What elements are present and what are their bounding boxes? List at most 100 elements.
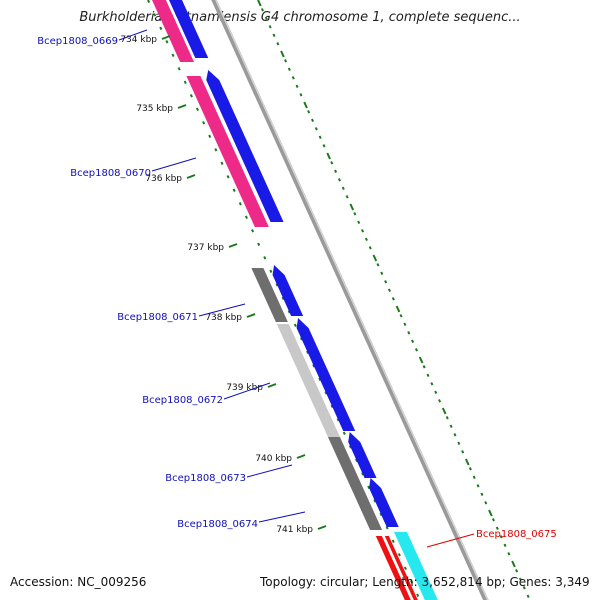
cds-arrow-0673[interactable]	[348, 432, 377, 478]
right-dotted-track-dot	[430, 382, 434, 386]
right-dotted-track-dot	[337, 178, 341, 182]
right-dotted-track-dot	[403, 322, 407, 327]
gene-block-0673[interactable]	[327, 437, 371, 504]
tick-mark	[296, 454, 306, 459]
right-dotted-track-dot	[438, 399, 442, 403]
tick-mark	[267, 383, 277, 388]
left-dotted-track-dot	[367, 485, 371, 490]
right-dotted-track-dot	[268, 25, 272, 29]
right-dotted-track-dot	[515, 569, 519, 573]
left-dotted-track-dot	[403, 566, 407, 571]
right-dotted-track-dot	[376, 263, 380, 267]
left-dotted-track-dot	[263, 256, 267, 260]
gene-label[interactable]: Bcep1808_0673	[165, 473, 246, 484]
gene-block-0674[interactable]	[358, 504, 383, 530]
left-dotted-track-dot	[202, 121, 206, 125]
right-dotted-track-dot	[299, 93, 303, 97]
gene-label[interactable]: Bcep1808_0675	[476, 529, 557, 540]
cds-arrow-0670[interactable]	[206, 70, 284, 222]
gene-label[interactable]: Bcep1808_0671	[117, 312, 198, 323]
cds-arrow-0669[interactable]	[164, 0, 209, 58]
right-dotted-track-dot	[511, 560, 516, 568]
gene-block-0671[interactable]	[251, 268, 288, 322]
left-dotted-track-dot	[171, 53, 175, 58]
gene-label-leader	[426, 533, 475, 548]
gene-label-leader	[246, 464, 293, 478]
left-dotted-track-dot	[336, 418, 340, 422]
gene-label[interactable]: Bcep1808_0672	[142, 395, 223, 406]
left-dotted-track-dot	[153, 13, 157, 17]
gene-label-leader	[223, 382, 271, 400]
right-dotted-track-dot	[434, 390, 438, 395]
tick-mark	[317, 525, 327, 530]
right-dotted-track-dot	[287, 67, 291, 72]
right-dotted-track-dot	[526, 594, 530, 599]
right-dotted-track-dot	[461, 450, 465, 454]
tick-label: 740 kbp	[255, 454, 292, 464]
gene-gap-0669[interactable]	[161, 0, 198, 62]
cds-arrow-0672[interactable]	[296, 318, 356, 431]
right-dotted-track-dot	[488, 509, 493, 517]
right-dotted-track-dot	[453, 433, 457, 437]
right-dotted-track-dot	[257, 0, 262, 7]
right-dotted-track-dot	[349, 203, 355, 211]
chromosome-backbone	[211, 0, 489, 600]
right-dotted-track-dot	[276, 42, 280, 46]
right-dotted-track-dot	[372, 254, 378, 262]
right-dotted-track-dot	[314, 127, 318, 131]
right-dotted-track-dot	[418, 356, 424, 364]
right-dotted-track-dot	[380, 271, 384, 276]
right-dotted-track-dot	[472, 475, 476, 480]
left-dotted-track-dot	[269, 269, 273, 274]
right-dotted-track-dot	[426, 373, 430, 378]
right-dotted-track-dot	[307, 110, 311, 114]
right-dotted-track-dot	[284, 59, 288, 63]
gene-label-leader	[151, 157, 197, 172]
left-dotted-track-dot	[189, 94, 193, 98]
right-dotted-track-dot	[357, 220, 361, 225]
left-dotted-track-dot	[147, 0, 151, 4]
sequence-summary: Topology: circular; Length: 3,652,814 bp…	[260, 575, 590, 589]
right-dotted-track-dot	[468, 467, 472, 471]
gene-label-leader	[198, 303, 246, 317]
gene-label-leader	[118, 29, 148, 41]
right-dotted-track-dot	[499, 535, 503, 539]
right-dotted-track-dot	[384, 280, 388, 284]
right-dotted-track-dot	[422, 365, 426, 369]
right-dotted-track-dot	[353, 212, 357, 216]
left-dotted-track-dot	[416, 593, 420, 598]
gene-block-0670[interactable]	[186, 76, 269, 227]
right-dotted-track-dot	[330, 161, 334, 165]
gene-label[interactable]: Bcep1808_0674	[177, 519, 258, 530]
cds-arrow-0671[interactable]	[272, 265, 304, 316]
tick-label: 735 kbp	[136, 104, 173, 114]
left-dotted-track-dot	[287, 310, 291, 314]
gene-gap-0675[interactable]	[381, 536, 419, 600]
cds-arrow-0674[interactable]	[369, 478, 399, 527]
tick-label: 736 kbp	[145, 174, 182, 184]
right-dotted-track-dot	[445, 416, 449, 420]
right-dotted-track-dot	[522, 586, 526, 590]
right-dotted-track-dot	[465, 458, 470, 466]
right-dotted-track-dot	[414, 348, 418, 352]
right-dotted-track-dot	[507, 552, 511, 556]
right-dotted-track-dot	[291, 76, 295, 80]
right-dotted-track-dot	[361, 229, 365, 233]
gene-block-0672[interactable]	[276, 324, 340, 437]
right-dotted-track-dot	[411, 339, 415, 344]
left-dotted-track-dot	[330, 404, 334, 409]
left-dotted-track-dot	[397, 553, 401, 557]
left-dotted-track-dot	[348, 445, 352, 449]
cds-arrow-0675[interactable]	[393, 532, 442, 600]
left-dotted-track-dot	[244, 215, 248, 220]
right-dotted-track-dot	[495, 526, 499, 531]
right-dotted-track-dot	[318, 135, 322, 140]
right-dotted-track-dot	[364, 237, 368, 242]
gene-label[interactable]: Bcep1808_0669	[37, 36, 118, 47]
tick-label: 739 kbp	[226, 383, 263, 393]
right-dotted-track-dot	[272, 33, 276, 38]
gene-label[interactable]: Bcep1808_0670	[70, 168, 151, 179]
tick-mark	[186, 174, 196, 179]
gene-block-0669[interactable]	[147, 0, 195, 62]
right-dotted-track-dot	[480, 492, 484, 497]
